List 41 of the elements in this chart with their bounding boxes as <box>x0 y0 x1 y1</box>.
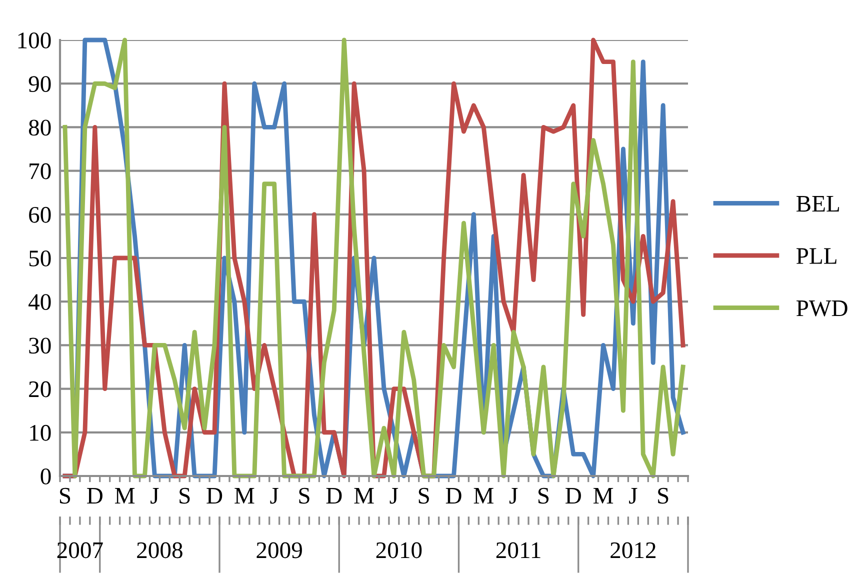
y-tick-label: 60 <box>29 206 51 223</box>
legend-label: PLL <box>796 248 836 264</box>
x-tick-label: M <box>354 488 374 504</box>
x-tick-label: J <box>629 488 638 504</box>
x-tick-label: S <box>60 488 70 504</box>
y-tick-label: 30 <box>29 338 51 354</box>
x-tick-label: J <box>270 488 278 504</box>
y-tick-label: 100 <box>18 32 51 48</box>
text: 2010 <box>376 542 422 558</box>
x-tick-label: S <box>180 488 190 504</box>
legend-label: BEL <box>796 196 839 212</box>
x-tick-label: D <box>87 488 102 504</box>
y-tick-label: 10 <box>30 424 51 441</box>
y-tick-label: 80 <box>28 120 51 136</box>
x-tick-label: J <box>390 488 398 504</box>
text: 2008 <box>137 542 182 558</box>
x-tick-label: J <box>509 488 518 504</box>
y-tick-label: 40 <box>28 294 51 310</box>
x-tick-label: D <box>326 488 342 504</box>
x-tick-label: M <box>474 488 494 504</box>
x-tick-label: M <box>234 488 254 504</box>
y-tick-label: 70 <box>30 163 51 180</box>
x-tick-label: M <box>593 488 614 504</box>
x-tick-label: S <box>299 488 310 504</box>
y-tick-label: 20 <box>29 381 51 398</box>
x-tick-label: M <box>114 488 135 504</box>
text: 2007 <box>57 542 103 558</box>
y-tick-label: 50 <box>29 250 51 266</box>
x-tick-label: S <box>538 488 549 504</box>
y-tick-label: 90 <box>28 76 51 92</box>
x-tick-label: D <box>566 488 581 504</box>
legend-label: PWD <box>796 300 848 316</box>
y-tick-label: 0 <box>40 468 51 484</box>
x-tick-label: D <box>446 488 462 504</box>
text: 2011 <box>496 542 540 558</box>
x-tick-label: J <box>150 488 159 504</box>
text: 2009 <box>256 542 302 558</box>
x-tick-label: D <box>206 488 222 504</box>
x-tick-label: S <box>418 488 429 504</box>
x-tick-label: S <box>658 488 668 504</box>
text: 2012 <box>610 542 656 558</box>
